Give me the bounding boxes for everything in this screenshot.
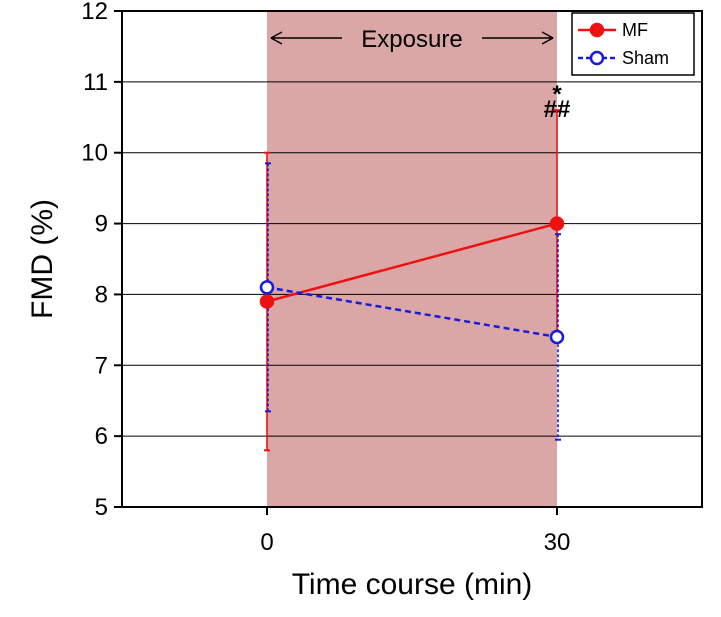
data-point-sham-0 bbox=[259, 280, 275, 295]
significance-mark-0: * bbox=[552, 81, 562, 108]
y-tick-label-10: 10 bbox=[81, 140, 108, 167]
legend-label-sham: Sham bbox=[622, 48, 669, 68]
y-tick-label-7: 7 bbox=[95, 352, 108, 379]
legend-marker-mf bbox=[589, 22, 605, 38]
legend: MF Sham bbox=[571, 12, 695, 76]
y-tick-label-9: 9 bbox=[95, 211, 108, 238]
exposure-arrow-right-head bbox=[541, 31, 554, 45]
plot-area-frame bbox=[121, 10, 703, 508]
y-axis-title: FMD (%) bbox=[26, 199, 59, 319]
legend-label-mf: MF bbox=[622, 20, 648, 40]
series-line-sham bbox=[266, 286, 558, 339]
data-points bbox=[259, 216, 565, 345]
y-tick-label-5: 5 bbox=[95, 494, 108, 521]
exposure-annotation: Exposure bbox=[270, 26, 554, 53]
x-axis-title: Time course (min) bbox=[292, 568, 533, 601]
series-lines bbox=[266, 222, 558, 339]
y-tick-label-11: 11 bbox=[83, 69, 108, 96]
significance-mark-1: ## bbox=[544, 96, 571, 123]
y-tick-label-12: 12 bbox=[81, 0, 108, 25]
axis-ticks: 5 6 7 8 9 10 11 12 0 30 bbox=[81, 0, 570, 556]
data-point-sham-1 bbox=[549, 329, 565, 345]
data-point-mf-1 bbox=[549, 216, 565, 231]
grid-lines bbox=[122, 81, 702, 437]
x-tick-label-0: 0 bbox=[260, 529, 273, 556]
exposure-label: Exposure bbox=[361, 26, 462, 53]
legend-marker-sham bbox=[589, 50, 605, 66]
exposure-region-layer bbox=[267, 11, 557, 507]
series-line-mf bbox=[266, 222, 558, 303]
y-tick-label-8: 8 bbox=[95, 281, 108, 308]
x-tick-label-30: 30 bbox=[544, 529, 571, 556]
exposure-arrow-left-head bbox=[270, 31, 283, 45]
y-tick-label-6: 6 bbox=[95, 423, 108, 450]
data-point-mf-0 bbox=[259, 294, 275, 309]
significance-annotations: *## bbox=[544, 81, 571, 123]
legend-box bbox=[571, 12, 695, 76]
exposure-shaded-region bbox=[267, 11, 557, 507]
